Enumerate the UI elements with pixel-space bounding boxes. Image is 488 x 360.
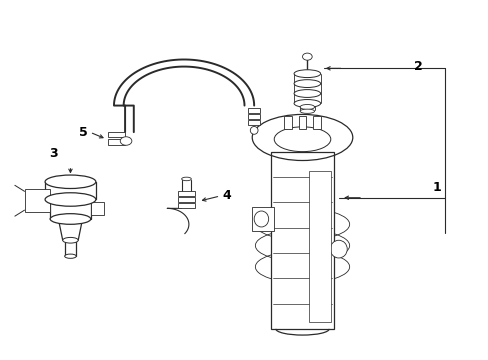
Ellipse shape [64,254,76,258]
Ellipse shape [293,70,320,77]
Bar [312,116,320,129]
Ellipse shape [274,127,330,152]
Bar [178,203,195,208]
Bar [251,207,273,231]
Text: 5: 5 [79,126,87,139]
Bar [24,189,50,212]
Ellipse shape [181,177,191,181]
Ellipse shape [293,90,320,98]
Bar [178,197,195,202]
Ellipse shape [45,175,96,189]
Bar [270,152,333,329]
Ellipse shape [300,109,314,113]
Ellipse shape [45,193,96,206]
Text: 1: 1 [432,181,441,194]
Ellipse shape [254,211,268,227]
Ellipse shape [62,238,78,243]
Ellipse shape [250,126,258,134]
Bar [107,139,125,145]
Ellipse shape [329,240,346,258]
Bar [91,202,104,215]
Bar [298,116,306,129]
Bar [248,114,260,119]
Bar [248,108,260,113]
Text: 4: 4 [223,189,231,202]
Bar [248,121,260,125]
Ellipse shape [300,104,314,109]
Text: 2: 2 [413,60,422,73]
Bar [178,191,195,195]
Bar [107,132,125,138]
Ellipse shape [293,80,320,87]
Ellipse shape [50,214,91,224]
Bar [284,116,291,129]
Ellipse shape [293,100,320,107]
Circle shape [302,53,311,60]
Circle shape [120,137,132,145]
Bar [308,171,330,322]
Text: 3: 3 [49,147,58,160]
